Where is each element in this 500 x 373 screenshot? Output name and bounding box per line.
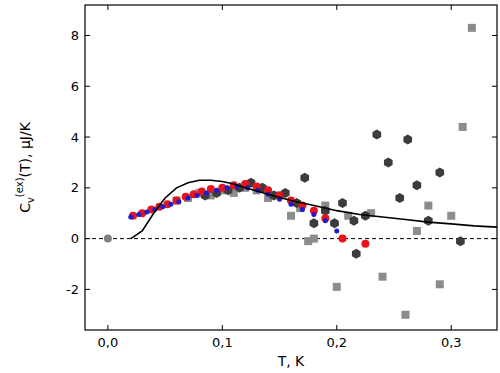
point [186, 195, 191, 200]
y-tick-label: -2 [66, 282, 79, 297]
point [182, 193, 190, 201]
point [435, 168, 444, 178]
point [403, 135, 412, 145]
point [323, 218, 328, 223]
point [129, 212, 137, 220]
y-label-part: v [25, 197, 36, 203]
point [214, 188, 219, 193]
point [160, 204, 165, 209]
series-square [173, 24, 476, 319]
x-tick-top [107, 5, 108, 10]
point [413, 227, 421, 235]
x-tick [107, 325, 108, 330]
point [424, 202, 432, 210]
point [136, 212, 141, 217]
point [459, 123, 467, 131]
y-tick [85, 35, 90, 36]
point [311, 212, 316, 217]
point [424, 216, 433, 226]
point [300, 173, 309, 183]
point [401, 311, 409, 319]
point [373, 129, 382, 139]
series-hexagon [201, 129, 465, 258]
point [289, 202, 294, 207]
plot-frame [85, 5, 497, 330]
point [173, 197, 181, 205]
reference-line [85, 238, 497, 239]
point [310, 235, 318, 243]
y-tick-label: 4 [71, 130, 79, 145]
y-tick-right [492, 289, 497, 290]
y-tick [85, 137, 90, 138]
point [436, 280, 444, 288]
y-label-part: C [17, 203, 33, 213]
series-circle [129, 180, 369, 248]
point [168, 202, 173, 207]
chart: 0,0 0,1 0,2 0,3 -2 0 2 4 6 8 T, K Cv(ex)(T), μJ/K [0, 0, 500, 373]
point [361, 240, 369, 248]
point [350, 216, 359, 226]
x-tick [222, 325, 223, 330]
point [379, 273, 387, 281]
x-tick-label: 0,2 [326, 335, 347, 350]
y-axis-label: Cv(ex)(T), μJ/K [14, 121, 36, 213]
point [330, 218, 339, 228]
y-tick [85, 289, 90, 290]
x-tick-top [222, 5, 223, 10]
y-tick-label: 2 [71, 180, 79, 195]
point [310, 218, 319, 228]
x-tick-label: 0,1 [212, 335, 233, 350]
point [104, 235, 112, 243]
point [224, 185, 229, 190]
point [300, 207, 305, 212]
y-tick-label: 6 [71, 79, 79, 94]
point [447, 212, 455, 220]
x-axis-label: T, K [277, 353, 305, 369]
plot-area [85, 24, 497, 319]
y-label-part: (ex) [14, 177, 25, 197]
point [173, 197, 181, 205]
point [204, 190, 209, 195]
x-tick-label: 0,0 [98, 335, 119, 350]
point [352, 249, 361, 259]
point [456, 236, 465, 246]
y-tick-right [492, 35, 497, 36]
y-tick-label: 0 [71, 231, 79, 246]
y-label-part: (T), μJ/K [17, 121, 33, 177]
x-tick-top [451, 5, 452, 10]
y-tick [85, 86, 90, 87]
point [333, 283, 341, 291]
point [413, 180, 422, 190]
y-tick-label: 8 [71, 28, 79, 43]
y-tick-right [492, 86, 497, 87]
x-tick [336, 325, 337, 330]
y-tick-right [492, 238, 497, 239]
point [339, 235, 347, 243]
point [395, 193, 404, 203]
point [334, 228, 339, 233]
y-tick [85, 238, 90, 239]
theory-curve [131, 180, 497, 238]
y-tick-right [492, 187, 497, 188]
series-circle [104, 235, 112, 243]
point [384, 157, 393, 167]
point [144, 209, 149, 214]
x-tick [451, 325, 452, 330]
x-tick-top [336, 5, 337, 10]
x-tick-label: 0,3 [441, 335, 462, 350]
series-dot [128, 184, 339, 233]
point [338, 198, 347, 208]
point [176, 199, 181, 204]
point [128, 215, 133, 220]
point [287, 212, 295, 220]
y-tick [85, 187, 90, 188]
y-tick-right [492, 137, 497, 138]
point [195, 193, 200, 198]
point [468, 24, 476, 32]
